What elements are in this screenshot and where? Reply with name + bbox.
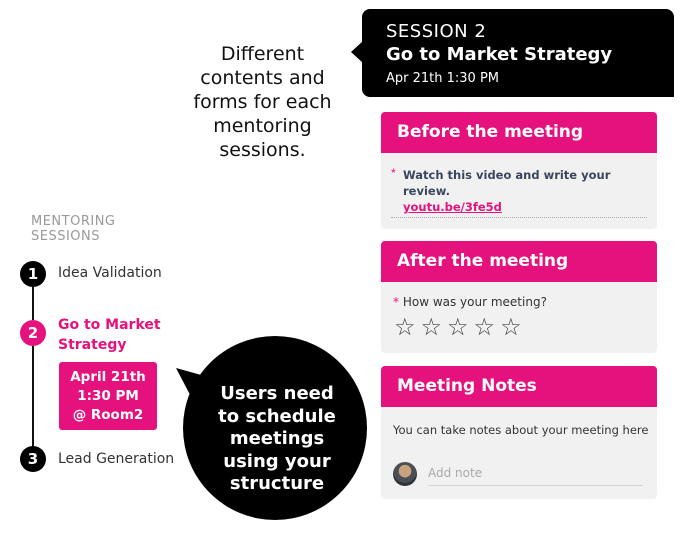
add-note-input[interactable] — [428, 460, 643, 486]
before-meeting-title: Before the meeting — [381, 112, 657, 153]
required-mark: * — [391, 166, 396, 180]
mentoring-sessions-label: MENTORING SESSIONS — [31, 214, 116, 244]
intro-line: forms for each — [193, 91, 332, 113]
timeline-connector — [32, 286, 34, 320]
star-icon[interactable]: ☆ — [420, 313, 443, 341]
video-link[interactable]: youtu.be/3fe5d — [403, 200, 502, 214]
rating-question: * How was your meeting? — [381, 282, 657, 309]
after-meeting-card: After the meeting * How was your meeting… — [381, 241, 657, 353]
meeting-notes-title: Meeting Notes — [381, 366, 657, 407]
meeting-date: April 21th — [70, 369, 146, 385]
star-icon[interactable]: ☆ — [473, 313, 496, 341]
review-input-line[interactable] — [391, 217, 647, 218]
before-meeting-task: Watch this video and write your review. … — [403, 167, 657, 215]
callout-line: using your — [223, 450, 331, 472]
timeline-connector — [32, 345, 34, 448]
after-meeting-title: After the meeting — [381, 241, 657, 282]
meeting-time-badge[interactable]: April 21th 1:30 PM @ Room2 — [59, 362, 157, 430]
label-line: MENTORING — [31, 214, 116, 229]
meeting-notes-card: Meeting Notes You can take notes about y… — [381, 366, 657, 499]
session-header: SESSION 2 Go to Market Strategy Apr 21th… — [351, 9, 674, 97]
step-number-1[interactable]: 1 — [20, 261, 46, 287]
star-icon[interactable]: ☆ — [447, 313, 469, 341]
callout-line: meetings — [229, 428, 325, 449]
avatar — [393, 462, 417, 486]
step-label-idea-validation[interactable]: Idea Validation — [58, 265, 162, 281]
session-title: Go to Market Strategy — [386, 44, 613, 65]
callout-line: to schedule — [218, 405, 336, 427]
step-label-line: Strategy — [58, 337, 127, 353]
star-icon[interactable]: ☆ — [394, 313, 416, 341]
intro-text: Different contents and forms for each me… — [180, 42, 345, 162]
required-mark: * — [393, 295, 399, 309]
intro-line: sessions. — [219, 139, 306, 161]
intro-line: Different — [220, 43, 305, 65]
callout-text: Users need to schedule meetings using yo… — [198, 383, 356, 496]
session-date: Apr 21th 1:30 PM — [386, 71, 500, 86]
callout-line: structure — [229, 473, 325, 494]
notes-description: You can take notes about your meeting he… — [393, 423, 649, 437]
session-number: SESSION 2 — [386, 21, 487, 42]
step-number-3[interactable]: 3 — [20, 446, 46, 472]
step-label-line: Idea Validation — [58, 265, 162, 281]
meeting-time: 1:30 PM — [77, 388, 139, 404]
step-number-2[interactable]: 2 — [20, 320, 46, 346]
before-meeting-body: * Watch this video and write your review… — [381, 153, 657, 218]
step-label-line: Lead Generation — [58, 451, 175, 467]
step-label-go-to-market[interactable]: Go to Market Strategy — [58, 315, 161, 355]
rating-question-text: How was your meeting? — [402, 295, 547, 309]
task-text: Watch this video and write your review. — [403, 168, 611, 198]
star-rating: ☆ ☆ ☆ ☆ ☆ — [381, 309, 657, 339]
intro-line: contents and — [200, 67, 325, 89]
label-line: SESSIONS — [31, 229, 101, 244]
meeting-room: @ Room2 — [72, 407, 144, 423]
before-meeting-card: Before the meeting * Watch this video an… — [381, 112, 657, 229]
intro-line: mentoring — [213, 115, 312, 137]
star-icon[interactable]: ☆ — [500, 313, 522, 341]
callout-line: Users need — [220, 383, 334, 404]
step-label-line: Go to Market — [58, 317, 161, 333]
step-label-lead-generation[interactable]: Lead Generation — [58, 451, 174, 467]
